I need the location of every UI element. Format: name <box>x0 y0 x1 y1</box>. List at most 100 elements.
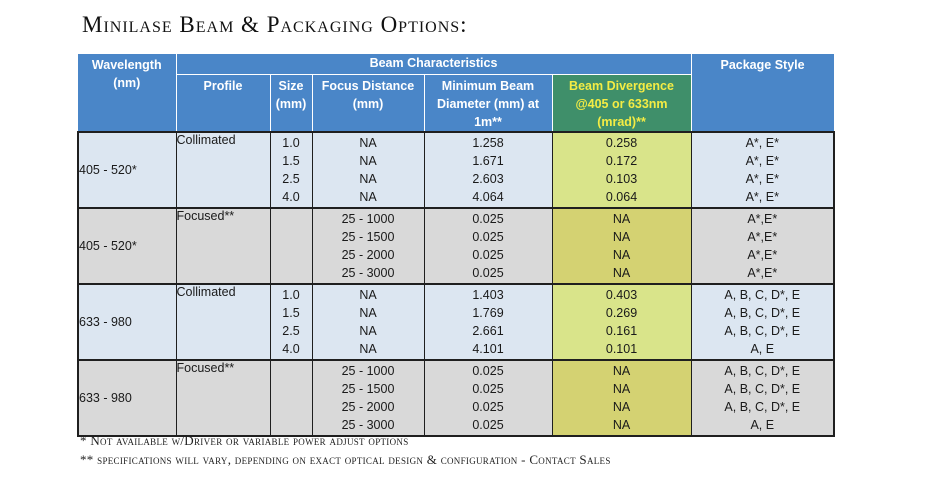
package-style-cell: A*, E* A*, E* A*, E* A*, E* <box>691 131 836 209</box>
wavelength-cell: 405 - 520* <box>77 131 177 209</box>
beam-divergence-cell-value: NA <box>612 400 631 414</box>
focus-distance-cell-value: 25 - 1500 <box>341 230 395 244</box>
beam-divergence-cell-value: 0.103 <box>605 172 638 186</box>
beam-divergence-cell-value: NA <box>612 382 631 396</box>
footnote-2: ** specifications will vary, depending o… <box>80 452 611 467</box>
size-cell-value <box>271 362 312 380</box>
package-style-cell-value: A*,E* <box>747 266 778 280</box>
focus-distance-cell: 25 - 1000 25 - 1500 25 - 2000 25 - 3000 <box>312 359 425 437</box>
profile-cell: Collimated <box>176 283 271 361</box>
profile-cell: Focused** <box>176 359 271 437</box>
wavelength-cell: 633 - 980 <box>77 359 177 437</box>
focus-distance-cell-value: NA <box>359 154 377 168</box>
beam-divergence-cell-value: NA <box>612 364 631 378</box>
beam-divergence-cell-value: 0.101 <box>605 342 638 356</box>
min-beam-diameter-cell-value: 4.064 <box>472 190 504 204</box>
page-title: Minilase Beam & Packaging Options: <box>82 12 468 37</box>
beam-options-table: Wavelength (nm) Beam Characteristics Pac… <box>77 54 836 437</box>
table-row-group: 405 - 520* Focused** 25 - 1000 25 - 1500 25 … <box>77 207 836 285</box>
focus-distance-cell: NA NA NA NA <box>312 131 425 209</box>
size-header: Size (mm) <box>270 74 313 133</box>
size-cell-value: 2.5 <box>282 324 300 338</box>
beam-divergence-cell: 0.403 0.269 0.161 0.101 <box>552 283 692 361</box>
profile-cell: Collimated <box>176 131 271 209</box>
profile-header: Profile <box>176 74 271 133</box>
min-beam-diameter-header: Minimum Beam Diameter (mm) at 1m** <box>424 74 553 133</box>
size-cell-value <box>271 210 312 228</box>
focus-distance-cell: 25 - 1000 25 - 1500 25 - 2000 25 - 3000 <box>312 207 425 285</box>
min-beam-diameter-cell-value: 0.025 <box>472 212 504 226</box>
min-beam-diameter-cell-value: 0.025 <box>472 382 504 396</box>
focus-distance-cell-value: NA <box>359 172 377 186</box>
size-cell-value: 1.5 <box>282 154 300 168</box>
package-style-cell-value: A, B, C, D*, E <box>724 364 801 378</box>
focus-distance-cell: NA NA NA NA <box>312 283 425 361</box>
wavelength-header: Wavelength (nm) <box>78 54 177 133</box>
beam-divergence-header: Beam Divergence @405 or 633nm (mrad)** <box>552 74 692 133</box>
beam-divergence-cell-value: 0.258 <box>605 136 638 150</box>
beam-divergence-cell-value: NA <box>612 418 631 432</box>
size-cell <box>270 207 313 285</box>
beam-divergence-cell-value: 0.403 <box>605 288 638 302</box>
min-beam-diameter-cell: 1.403 1.769 2.661 4.101 <box>424 283 553 361</box>
beam-divergence-cell-value: 0.172 <box>605 154 638 168</box>
focus-distance-cell-value: NA <box>359 136 377 150</box>
focus-distance-cell-value: 25 - 1500 <box>341 382 395 396</box>
package-style-cell-value: A*, E* <box>745 172 779 186</box>
package-style-cell-value: A*, E* <box>745 190 779 204</box>
min-beam-diameter-cell-value: 2.603 <box>472 172 504 186</box>
package-style-cell-value: A*,E* <box>747 230 778 244</box>
min-beam-diameter-cell-value: 0.025 <box>472 418 504 432</box>
profile-cell: Focused** <box>176 207 271 285</box>
min-beam-diameter-cell-value: 1.671 <box>472 154 504 168</box>
focus-distance-cell-value: 25 - 1000 <box>341 364 395 378</box>
min-beam-diameter-cell: 0.025 0.025 0.025 0.025 <box>424 207 553 285</box>
min-beam-diameter-cell-value: 0.025 <box>472 230 504 244</box>
package-style-cell-value: A, E <box>750 342 775 356</box>
beam-divergence-cell-value: 0.161 <box>605 324 638 338</box>
min-beam-diameter-cell-value: 0.025 <box>472 364 504 378</box>
package-style-cell: A*,E* A*,E* A*,E* A*,E* <box>691 207 836 285</box>
focus-distance-cell-value: NA <box>359 288 377 302</box>
beam-divergence-cell: NA NA NA NA <box>552 207 692 285</box>
size-cell-value <box>271 380 312 398</box>
package-style-cell: A, B, C, D*, E A, B, C, D*, E A, B, C, D*,… <box>691 283 836 361</box>
focus-distance-cell-value: 25 - 3000 <box>341 266 395 280</box>
size-cell-value <box>271 416 312 434</box>
size-cell-value <box>271 228 312 246</box>
min-beam-diameter-cell-value: 1.769 <box>472 306 504 320</box>
beam-divergence-cell-value: 0.269 <box>605 306 638 320</box>
focus-distance-cell-value: NA <box>359 342 377 356</box>
min-beam-diameter-cell-value: 0.025 <box>472 400 504 414</box>
size-cell-value: 1.0 <box>282 288 300 302</box>
min-beam-diameter-cell-value: 0.025 <box>472 266 504 280</box>
min-beam-diameter-cell: 0.025 0.025 0.025 0.025 <box>424 359 553 437</box>
min-beam-diameter-cell-value: 0.025 <box>472 248 504 262</box>
size-cell-value <box>271 246 312 264</box>
package-style-cell-value: A*, E* <box>745 154 779 168</box>
size-cell-value <box>271 264 312 282</box>
size-cell-value <box>271 398 312 416</box>
package-style-cell-value: A, B, C, D*, E <box>724 400 801 414</box>
package-style-cell-value: A, B, C, D*, E <box>724 288 801 302</box>
focus-distance-cell-value: 25 - 2000 <box>341 400 395 414</box>
min-beam-diameter-cell-value: 4.101 <box>472 342 504 356</box>
size-cell: 1.0 1.5 2.5 4.0 <box>270 283 313 361</box>
package-style-cell: A, B, C, D*, E A, B, C, D*, E A, B, C, D*,… <box>691 359 836 437</box>
focus-distance-cell-value: 25 - 3000 <box>341 418 395 432</box>
table-row-group: 633 - 980 Collimated 1.0 1.5 2.5 4.0 NA NA NA NA 1… <box>77 283 836 361</box>
table-row-group: 405 - 520* Collimated 1.0 1.5 2.5 4.0 NA NA NA NA… <box>77 131 836 209</box>
package-style-cell-value: A, B, C, D*, E <box>724 382 801 396</box>
min-beam-diameter-cell-value: 1.403 <box>472 288 504 302</box>
beam-divergence-cell-value: NA <box>612 248 631 262</box>
wavelength-cell: 405 - 520* <box>77 207 177 285</box>
package-style-cell-value: A*,E* <box>747 248 778 262</box>
size-cell-value: 4.0 <box>282 342 300 356</box>
min-beam-diameter-cell: 1.258 1.671 2.603 4.064 <box>424 131 553 209</box>
size-cell-value: 2.5 <box>282 172 300 186</box>
beam-divergence-cell: NA NA NA NA <box>552 359 692 437</box>
beam-characteristics-header: Beam Characteristics <box>176 54 692 75</box>
package-style-cell-value: A, E <box>750 418 775 432</box>
size-cell-value: 4.0 <box>282 190 300 204</box>
package-style-cell-value: A*,E* <box>747 212 778 226</box>
